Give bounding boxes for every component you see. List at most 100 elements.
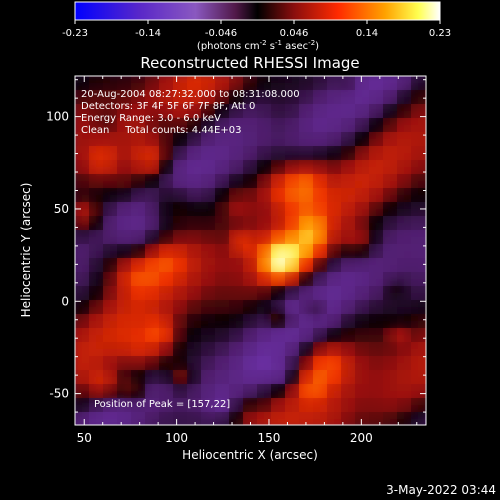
heatmap-block	[145, 90, 159, 104]
heatmap-block	[215, 370, 229, 384]
heatmap-block	[313, 328, 327, 342]
heatmap-block	[383, 258, 397, 272]
heatmap-block	[327, 342, 341, 356]
heatmap-block	[411, 118, 425, 132]
heatmap-block	[201, 300, 215, 314]
heatmap-block	[397, 342, 411, 356]
heatmap-block	[341, 356, 355, 370]
heatmap-block	[117, 76, 131, 90]
heatmap-block	[313, 188, 327, 202]
heatmap-block	[229, 188, 243, 202]
heatmap-block	[411, 132, 425, 146]
heatmap-block	[215, 244, 229, 258]
heatmap-block	[383, 216, 397, 230]
heatmap-block	[89, 272, 103, 286]
annotation-energy-range: Energy Range: 3.0 - 6.0 keV	[81, 113, 221, 124]
heatmap-block	[243, 230, 257, 244]
heatmap-block	[327, 146, 341, 160]
heatmap-block	[145, 118, 159, 132]
heatmap-block	[131, 230, 145, 244]
heatmap-block	[327, 160, 341, 174]
heatmap-block	[327, 118, 341, 132]
heatmap-block	[285, 188, 299, 202]
unit-sup: -2	[260, 39, 267, 47]
heatmap-block	[117, 230, 131, 244]
heatmap-block	[131, 118, 145, 132]
heatmap-block	[89, 398, 103, 412]
heatmap-block	[355, 230, 369, 244]
heatmap-block	[355, 118, 369, 132]
heatmap-block	[229, 412, 243, 425]
heatmap-block	[397, 104, 411, 118]
heatmap-block	[173, 202, 187, 216]
heatmap-block	[75, 216, 89, 230]
heatmap-block	[229, 244, 243, 258]
heatmap-block	[145, 258, 159, 272]
heatmap-block	[257, 104, 271, 118]
annotation-clean-counts: Clean Total counts: 4.44E+03	[81, 125, 241, 136]
heatmap-block	[341, 370, 355, 384]
plot-timestamp: 3-May-2022 03:44	[386, 483, 496, 497]
heatmap-block	[159, 132, 173, 146]
heatmap-block	[117, 342, 131, 356]
heatmap-block	[215, 132, 229, 146]
heatmap-block	[257, 76, 271, 90]
heatmap-block	[75, 272, 89, 286]
heatmap-block	[159, 118, 173, 132]
heatmap-block	[369, 216, 383, 230]
heatmap-block	[383, 272, 397, 286]
heatmap-block	[201, 230, 215, 244]
heatmap-block	[103, 328, 117, 342]
heatmap-block	[145, 202, 159, 216]
heatmap-block	[89, 328, 103, 342]
heatmap-block	[243, 174, 257, 188]
heatmap-block	[103, 160, 117, 174]
heatmap-block	[327, 132, 341, 146]
heatmap-block	[145, 146, 159, 160]
heatmap-block	[215, 328, 229, 342]
heatmap-block	[327, 328, 341, 342]
heatmap-block	[201, 370, 215, 384]
heatmap-block	[299, 174, 313, 188]
heatmap-block	[355, 188, 369, 202]
heatmap-block	[75, 412, 89, 425]
heatmap-block	[285, 370, 299, 384]
heatmap-block	[383, 328, 397, 342]
heatmap-block	[145, 230, 159, 244]
heatmap-block	[89, 188, 103, 202]
heatmap-block	[369, 174, 383, 188]
heatmap-block	[411, 342, 425, 356]
heatmap-block	[145, 216, 159, 230]
heatmap-block	[397, 216, 411, 230]
heatmap-block	[75, 90, 89, 104]
heatmap-block	[173, 146, 187, 160]
heatmap-block	[425, 202, 426, 216]
heatmap-block	[425, 272, 426, 286]
heatmap-block	[173, 188, 187, 202]
heatmap-block	[117, 244, 131, 258]
heatmap-block	[285, 202, 299, 216]
heatmap-block	[201, 314, 215, 328]
heatmap-block	[299, 384, 313, 398]
heatmap-block	[299, 300, 313, 314]
heatmap-block	[173, 412, 187, 425]
heatmap-block	[313, 202, 327, 216]
heatmap-block	[131, 356, 145, 370]
heatmap-block	[187, 160, 201, 174]
heatmap-block	[327, 412, 341, 425]
heatmap-block	[229, 216, 243, 230]
heatmap-block	[243, 328, 257, 342]
heatmap-block	[173, 118, 187, 132]
heatmap-block	[285, 342, 299, 356]
heatmap-block	[145, 76, 159, 90]
heatmap-block	[229, 286, 243, 300]
heatmap-block	[411, 258, 425, 272]
x-axis-label: Heliocentric X (arcsec)	[182, 448, 318, 462]
unit-sup: -2	[308, 39, 315, 47]
heatmap-block	[425, 328, 426, 342]
heatmap-block	[271, 202, 285, 216]
heatmap-block	[75, 76, 89, 90]
heatmap-block	[187, 258, 201, 272]
heatmap-block	[341, 188, 355, 202]
heatmap-block	[369, 356, 383, 370]
